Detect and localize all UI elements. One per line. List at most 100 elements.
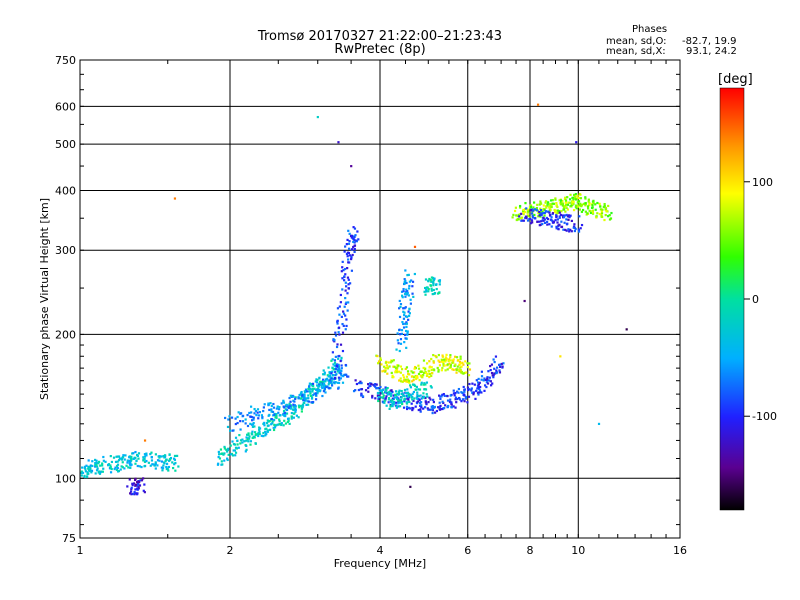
echo-point xyxy=(128,463,132,466)
echo-point xyxy=(459,355,462,358)
echo-point xyxy=(409,298,412,301)
echo-point xyxy=(275,424,278,427)
echo-point xyxy=(258,430,261,433)
echo-point xyxy=(577,230,581,233)
echo-point xyxy=(388,396,391,400)
echo-point xyxy=(328,387,331,390)
echo-point xyxy=(322,369,325,372)
echo-point xyxy=(113,467,116,471)
echo-point xyxy=(115,455,118,458)
echo-point xyxy=(408,284,411,288)
echo-point xyxy=(403,400,406,403)
echo-point xyxy=(428,360,431,363)
echo-point xyxy=(267,424,270,427)
echo-point xyxy=(310,382,313,386)
echo-point xyxy=(381,370,384,373)
echo-point xyxy=(575,198,578,201)
echo-point xyxy=(400,400,404,404)
echo-point xyxy=(425,393,428,396)
echo-point xyxy=(399,342,403,345)
echo-point xyxy=(554,198,557,201)
echo-point xyxy=(424,401,427,404)
echo-point xyxy=(160,460,164,463)
echo-point xyxy=(110,467,113,471)
echo-point xyxy=(411,375,414,378)
echo-point xyxy=(354,239,358,242)
echo-point xyxy=(130,455,133,458)
echo-point xyxy=(341,349,345,353)
echo-point xyxy=(360,381,363,385)
echo-point xyxy=(521,219,524,222)
echo-point xyxy=(323,387,327,390)
echo-point xyxy=(266,430,269,433)
echo-point xyxy=(422,392,425,395)
echo-point xyxy=(562,216,566,219)
echo-point xyxy=(564,199,568,202)
echo-point xyxy=(136,454,139,458)
echo-point xyxy=(468,382,471,386)
echo-point xyxy=(410,394,413,397)
echo-point xyxy=(610,211,613,215)
echo-point xyxy=(350,256,353,259)
echo-point xyxy=(433,369,436,372)
echo-point xyxy=(575,141,578,144)
echo-point xyxy=(397,405,400,408)
echo-point xyxy=(241,420,245,423)
echo-point xyxy=(425,402,428,405)
echo-point xyxy=(278,420,281,423)
echo-point xyxy=(91,464,94,468)
echo-point xyxy=(132,457,135,461)
echo-point xyxy=(330,382,333,385)
echo-point xyxy=(392,359,395,362)
echo-point xyxy=(385,364,389,367)
echo-point xyxy=(350,236,353,239)
echo-point xyxy=(402,310,405,313)
echo-point xyxy=(524,202,527,205)
echo-point xyxy=(255,413,258,417)
echo-point xyxy=(237,411,240,414)
echo-point xyxy=(580,210,584,213)
echo-point xyxy=(438,394,441,397)
echo-point xyxy=(121,461,124,464)
echo-point xyxy=(553,208,556,212)
echo-point xyxy=(234,451,238,454)
echo-point xyxy=(394,367,398,370)
echo-point xyxy=(565,203,568,206)
echo-point xyxy=(405,375,409,378)
echo-point xyxy=(285,408,289,412)
echo-point xyxy=(316,392,319,395)
echo-point xyxy=(419,370,423,373)
echo-point xyxy=(402,317,406,320)
echo-point xyxy=(379,385,382,389)
x-tick-label: 2 xyxy=(227,544,234,557)
echo-point xyxy=(482,379,485,382)
echo-point xyxy=(430,289,433,292)
echo-point xyxy=(404,292,408,295)
echo-point xyxy=(379,357,382,360)
echo-point xyxy=(121,456,125,459)
echo-point xyxy=(407,294,411,297)
echo-point xyxy=(387,398,390,401)
echo-point xyxy=(452,392,456,395)
echo-point xyxy=(310,396,314,399)
echo-point xyxy=(374,383,377,386)
echo-point xyxy=(517,218,520,221)
echo-point xyxy=(384,386,387,389)
echo-point xyxy=(523,210,526,214)
echo-point xyxy=(541,223,544,226)
echo-point xyxy=(406,330,409,333)
echo-point xyxy=(84,470,88,473)
echo-point xyxy=(392,365,395,368)
echo-point xyxy=(425,374,429,377)
echo-point xyxy=(381,400,384,403)
echo-point xyxy=(552,202,556,205)
echo-point xyxy=(327,383,330,386)
echo-point xyxy=(158,455,161,458)
echo-point xyxy=(423,290,426,293)
echo-point xyxy=(407,314,411,317)
echo-point xyxy=(340,374,343,377)
echo-point xyxy=(400,290,404,293)
echo-point xyxy=(299,405,302,408)
echo-point xyxy=(418,398,421,402)
echo-point xyxy=(438,360,441,364)
